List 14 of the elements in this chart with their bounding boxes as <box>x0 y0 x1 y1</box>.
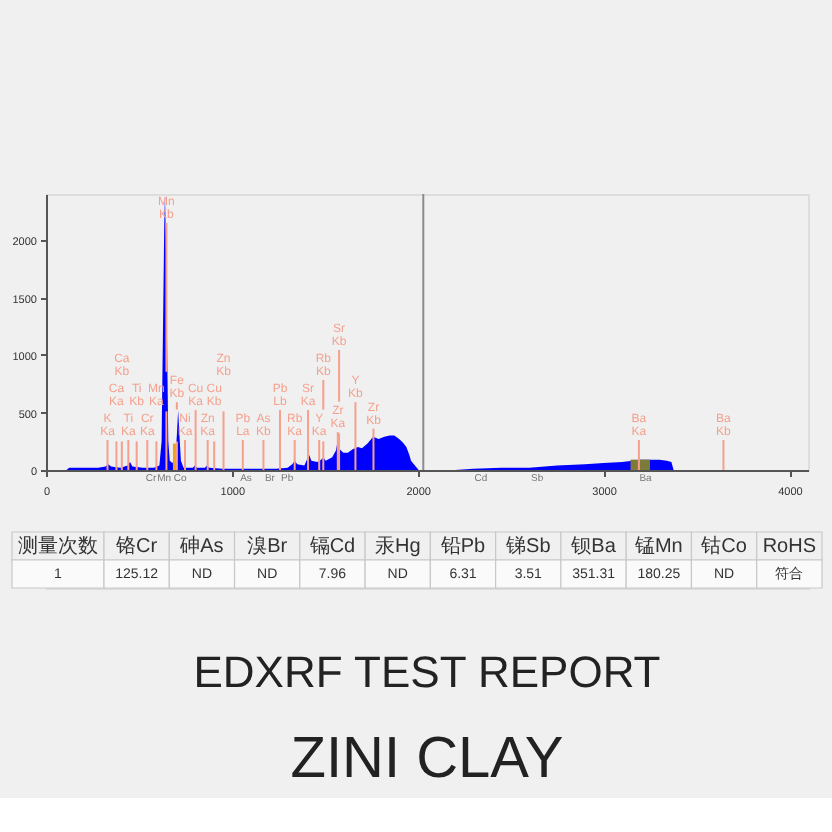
category-label: 铬Cr <box>114 536 159 558</box>
category-label: 汞Hg <box>374 536 421 558</box>
category-label: 钡Ba <box>569 536 617 558</box>
text: EDXRF TEST REPORT <box>193 646 661 697</box>
category-label: 镉Cd <box>307 536 356 558</box>
category-label: 溴Br <box>247 534 289 558</box>
category-label: RoHS <box>762 536 817 558</box>
category-label: 锰Mn <box>632 536 683 558</box>
category-label: 钴Co <box>699 534 748 558</box>
text: ZINI CLAY <box>290 726 564 791</box>
category-label: 测量次数 <box>18 534 98 558</box>
category-label: 砷As <box>178 534 224 558</box>
category-label: 铅Pb <box>438 536 487 558</box>
category-label: 锑Sb <box>504 534 552 558</box>
